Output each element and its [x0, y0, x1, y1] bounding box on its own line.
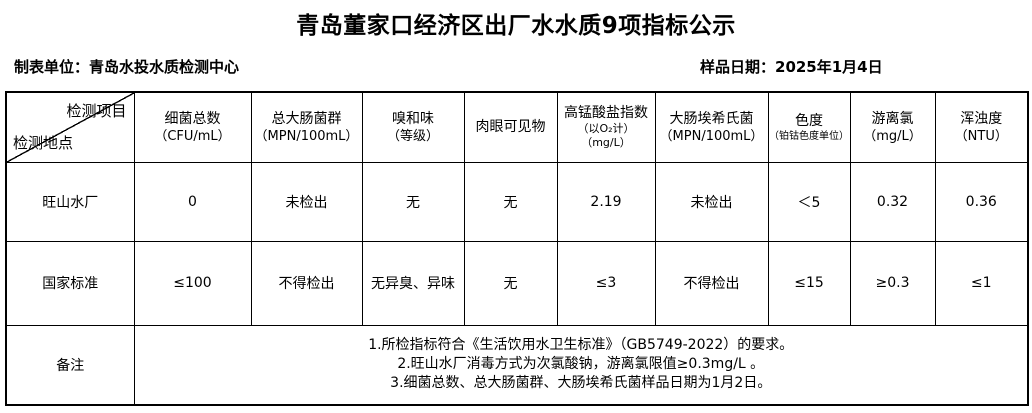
cell-value: 2.19 — [556, 161, 656, 242]
issuer-label: 制表单位：青岛水投水质检测中心 — [14, 58, 240, 76]
cell-value: 未检出 — [250, 161, 363, 242]
cell-value: 0.36 — [934, 161, 1029, 242]
notes-cell: 1.所检指标符合《生活饮用水卫生标准》（GB5749-2022）的要求。 2.旺… — [133, 324, 1029, 406]
column-unit: （MPN/100mL） — [254, 128, 359, 144]
cell-value: ≤1 — [934, 240, 1029, 326]
row-label-plant: 旺山水厂 — [5, 161, 135, 242]
notes-label: 备注 — [5, 324, 135, 406]
water-quality-table: 检测项目 检测地点 细菌总数 （CFU/mL） 总大肠菌群 （MPN/100mL… — [5, 91, 1029, 406]
column-name: 高锰酸盐指数 — [564, 105, 648, 122]
cell-value: 不得检出 — [654, 240, 769, 326]
column-header-permanganate-index: 高锰酸盐指数 （以O₂计） （mg/L） — [556, 91, 656, 163]
corner-top-label: 检测项目 — [66, 102, 127, 120]
column-unit: （NTU） — [954, 128, 1008, 144]
column-header-free-chlorine: 游离氯 （mg/L） — [849, 91, 936, 163]
cell-value: 未检出 — [654, 161, 769, 242]
cell-value: 无 — [361, 161, 465, 242]
column-name: 游离氯 — [871, 110, 914, 127]
column-unit: （mg/L） — [863, 128, 922, 144]
column-name: 嗅和味 — [392, 110, 434, 127]
meta-row: 制表单位：青岛水投水质检测中心 样品日期：2025年1月4日 — [0, 56, 1032, 78]
column-name: 浑浊度 — [960, 110, 1003, 127]
cell-value: ≤100 — [133, 240, 252, 326]
column-name: 总大肠菌群 — [271, 110, 342, 127]
cell-value: 无 — [463, 240, 558, 326]
column-unit: （CFU/mL） — [154, 128, 231, 144]
cell-value: 不得检出 — [250, 240, 363, 326]
cell-value: 0 — [133, 161, 252, 242]
corner-cell: 检测项目 检测地点 — [5, 91, 135, 163]
note-line-2: 2.旺山水厂消毒方式为次氯酸钠，游离氯限值≥0.3mg/L 。 — [397, 356, 765, 373]
cell-value: 0.32 — [849, 161, 936, 242]
column-name: 肉眼可见物 — [475, 119, 546, 136]
table-row-national-standard: 国家标准 ≤100 不得检出 无异臭、异味 无 ≤3 不得检出 ≤15 ≥0.3… — [5, 240, 1029, 326]
column-header-visible-matter: 肉眼可见物 — [463, 91, 558, 163]
cell-value: ＜5 — [767, 161, 851, 242]
column-unit: （以O₂计） — [577, 122, 635, 136]
column-header-e-coli: 大肠埃希氏菌 （MPN/100mL） — [654, 91, 769, 163]
row-label-standard: 国家标准 — [5, 240, 135, 326]
note-line-1: 1.所检指标符合《生活饮用水卫生标准》（GB5749-2022）的要求。 — [368, 337, 794, 354]
table-row-notes: 备注 1.所检指标符合《生活饮用水卫生标准》（GB5749-2022）的要求。 … — [5, 324, 1029, 406]
column-unit: （铂钴色度单位） — [769, 130, 849, 142]
cell-value: ≤15 — [767, 240, 851, 326]
column-header-total-coliform: 总大肠菌群 （MPN/100mL） — [250, 91, 363, 163]
column-name: 色度 — [795, 112, 823, 129]
column-unit: （MPN/100mL） — [659, 128, 764, 144]
corner-bottom-label: 检测地点 — [13, 133, 74, 152]
column-header-bacteria-total: 细菌总数 （CFU/mL） — [133, 91, 252, 163]
cell-value: 无异臭、异味 — [361, 240, 465, 326]
note-line-3: 3.细菌总数、总大肠菌群、大肠埃希氏菌样品日期为1月2日。 — [390, 375, 772, 392]
column-header-color: 色度 （铂钴色度单位） — [767, 91, 851, 163]
column-header-turbidity: 浑浊度 （NTU） — [934, 91, 1029, 163]
cell-value: ≥0.3 — [849, 240, 936, 326]
page-title: 青岛董家口经济区出厂水水质9项指标公示 — [296, 13, 736, 39]
column-unit: （mg/L） — [581, 136, 631, 150]
column-name: 细菌总数 — [164, 110, 221, 127]
column-unit: （等级） — [386, 128, 439, 144]
cell-value: 无 — [463, 161, 558, 242]
sample-date-label: 样品日期：2025年1月4日 — [700, 58, 883, 76]
table-row-plant: 旺山水厂 0 未检出 无 无 2.19 未检出 ＜5 0.32 0.36 — [5, 161, 1029, 242]
column-header-odor-taste: 嗅和味 （等级） — [361, 91, 465, 163]
table-header-row: 检测项目 检测地点 细菌总数 （CFU/mL） 总大肠菌群 （MPN/100mL… — [5, 91, 1029, 163]
cell-value: ≤3 — [556, 240, 656, 326]
column-name: 大肠埃希氏菌 — [669, 110, 754, 127]
